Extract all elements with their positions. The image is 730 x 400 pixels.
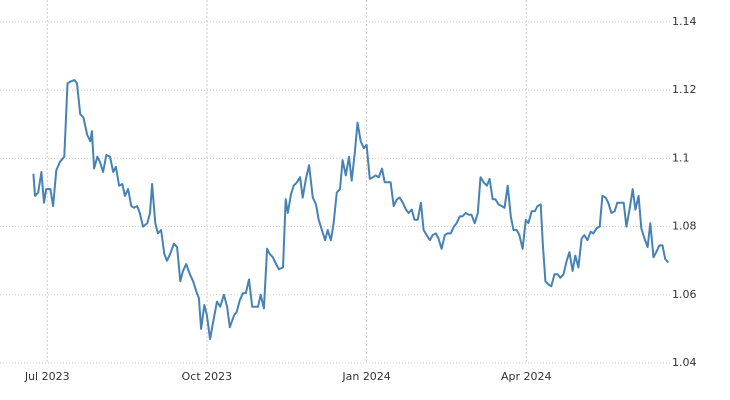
x-tick-label: Jul 2023 — [24, 370, 70, 383]
x-tick-label: Jan 2024 — [341, 370, 390, 383]
y-tick-label: 1.08 — [672, 220, 697, 233]
y-tick-label: 1.04 — [672, 356, 697, 369]
x-tick-label: Oct 2023 — [182, 370, 233, 383]
y-tick-label: 1.12 — [672, 83, 697, 96]
y-tick-label: 1.1 — [672, 151, 690, 164]
price-line — [32, 79, 670, 341]
y-tick-label: 1.06 — [672, 288, 697, 301]
y-tick-label: 1.14 — [672, 15, 697, 28]
x-tick-label: Apr 2024 — [501, 370, 552, 383]
